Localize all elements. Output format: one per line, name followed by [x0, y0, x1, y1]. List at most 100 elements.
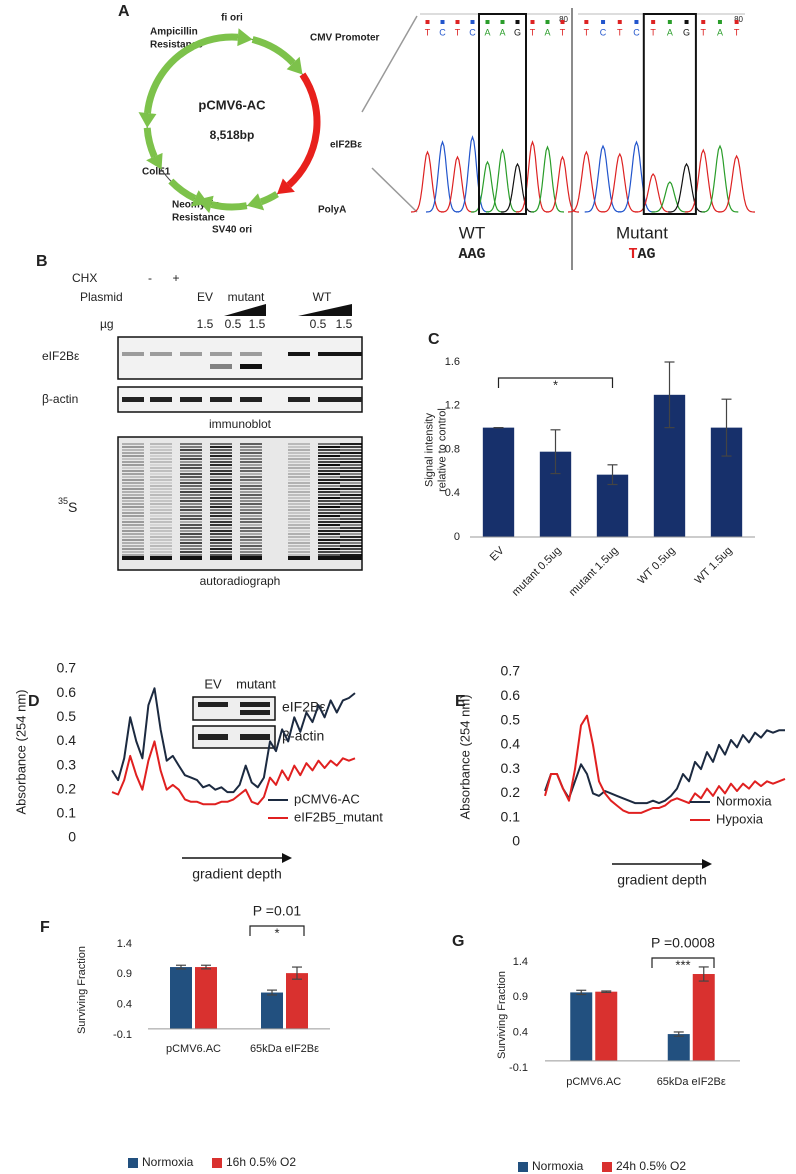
- sequence-label: WT: [459, 223, 485, 242]
- autorad-band: [288, 530, 310, 532]
- autorad-band: [340, 473, 362, 475]
- autorad-band: [288, 524, 310, 526]
- feature-label: SV40 ori: [212, 225, 252, 236]
- autorad-band: [340, 518, 362, 520]
- autorad-band: [210, 527, 232, 529]
- base-position: 80: [734, 15, 743, 24]
- autorad-band: [318, 443, 340, 445]
- base-marker: [601, 20, 606, 24]
- autorad-band: [340, 467, 362, 469]
- legend-label: Normoxia: [142, 1155, 194, 1169]
- autorad-band: [150, 518, 172, 520]
- x-tick-label: mutant 0.5ug: [510, 545, 564, 599]
- autorad-band: [150, 515, 172, 517]
- band: [240, 364, 262, 369]
- band: [240, 734, 270, 740]
- autorad-band: [288, 461, 310, 463]
- p-value: P =0.01: [253, 903, 302, 919]
- autorad-band: [122, 494, 144, 496]
- autorad-band: [210, 524, 232, 526]
- autorad-band: [122, 527, 144, 529]
- autorad-band: [240, 497, 262, 499]
- autorad-band: [340, 488, 362, 490]
- band: [210, 556, 232, 560]
- autorad-band: [210, 455, 232, 457]
- autorad-band: [150, 491, 172, 493]
- autorad-band: [318, 452, 340, 454]
- autorad-band: [210, 464, 232, 466]
- x-tick-label: WT 0.5ug: [636, 545, 678, 587]
- autorad-band: [318, 491, 340, 493]
- y-tick-label: 0.5: [57, 708, 77, 724]
- autorad-band: [240, 548, 262, 550]
- base-letter: G: [683, 27, 690, 37]
- x-tick-label: EV: [488, 544, 507, 563]
- chromatogram-peak: [618, 140, 655, 213]
- autorad-band: [210, 503, 232, 505]
- autorad-band: [318, 524, 340, 526]
- autorad-band: [288, 533, 310, 535]
- autorad-band: [340, 461, 362, 463]
- autorad-band: [240, 521, 262, 523]
- autorad-band: [122, 500, 144, 502]
- autorad-band: [288, 449, 310, 451]
- autorad-band: [288, 443, 310, 445]
- chromatogram-peak: [584, 144, 622, 213]
- autorad-band: [122, 446, 144, 448]
- autorad-band: [240, 512, 262, 514]
- autorad-band: [122, 512, 144, 514]
- autorad-band: [210, 551, 232, 553]
- autorad-band: [240, 491, 262, 493]
- autorad-band: [122, 497, 144, 499]
- legend-swatch: [212, 1158, 222, 1168]
- zoom-line: [361, 15, 418, 113]
- band: [122, 352, 144, 356]
- autorad-band: [288, 521, 310, 523]
- autorad-band: [122, 533, 144, 535]
- autorad-band: [150, 524, 172, 526]
- band: [288, 352, 310, 356]
- autorad-band: [288, 509, 310, 511]
- base-letter: C: [600, 27, 607, 37]
- autorad-band: [122, 488, 144, 490]
- autorad-band: [180, 446, 202, 448]
- autorad-band: [122, 461, 144, 463]
- autorad-band: [340, 524, 362, 526]
- significance-bracket: [497, 377, 614, 388]
- autorad-band: [288, 497, 310, 499]
- autorad-band: [210, 485, 232, 487]
- y-tick-label: 0: [68, 829, 76, 845]
- autorad-band: [288, 506, 310, 508]
- y-axis-label: Absorbance (254 nm): [13, 689, 28, 814]
- autorad-band: [150, 545, 172, 547]
- feature-label: ColE1: [142, 167, 171, 178]
- autorad-band: [210, 452, 232, 454]
- autorad-band: [288, 464, 310, 466]
- autorad-band: [180, 533, 202, 535]
- autorad-band: [240, 515, 262, 517]
- autorad-band: [210, 506, 232, 508]
- autorad-band: [180, 518, 202, 520]
- autorad-band: [340, 470, 362, 472]
- x-tick-label: 65kDa eIF2Bε: [250, 1043, 319, 1055]
- y-axis-label: Absorbance (254 nm): [457, 694, 472, 819]
- y-tick-label: 0.1: [57, 805, 77, 821]
- autorad-band: [240, 554, 262, 556]
- autorad-band: [340, 551, 362, 553]
- band: [318, 352, 340, 356]
- autorad-band: [210, 476, 232, 478]
- codon: TAG: [628, 246, 655, 263]
- y-tick-label: 1.2: [445, 400, 460, 412]
- autorad-band: [288, 554, 310, 556]
- autorad-band: [150, 527, 172, 529]
- autorad-band: [318, 551, 340, 553]
- autorad-band: [180, 458, 202, 460]
- base-marker: [717, 20, 722, 24]
- base-letter: T: [530, 27, 536, 37]
- feature-label: fi ori: [221, 13, 243, 24]
- autorad-band: [340, 548, 362, 550]
- blot-label: µg: [100, 317, 114, 331]
- autorad-band: [122, 473, 144, 475]
- p-value: P =0.0008: [651, 935, 715, 951]
